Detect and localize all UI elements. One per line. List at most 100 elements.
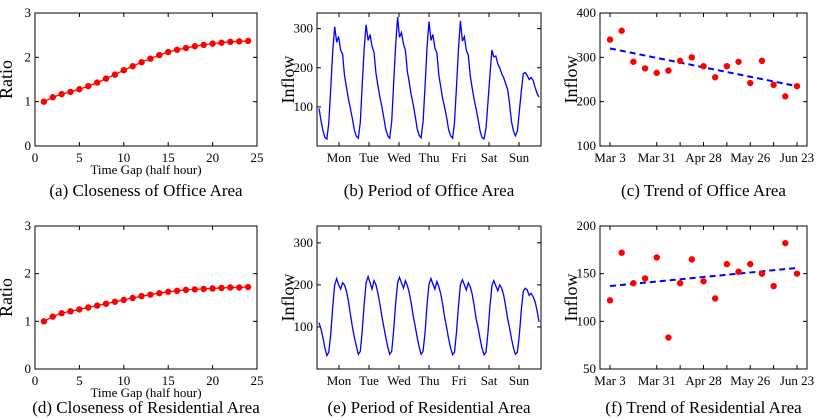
data-point [173,287,181,295]
data-point [653,69,660,77]
x-tick-label: May 26 [730,150,771,165]
plot-frame [599,225,808,370]
data-point [120,66,128,74]
x-axis-label: Time Gap (half hour) [90,385,201,400]
data-point [700,62,707,70]
y-tick-label: 3 [25,5,32,20]
data-point [758,270,766,277]
x-axis-label: Time Gap (half hour) [90,162,201,177]
data-point [147,291,154,298]
x-tick-label: May 26 [730,373,771,388]
data-point [102,300,110,307]
data-point [49,94,56,101]
y-tick-label: 1 [25,94,32,109]
y-tick-label: 100 [294,319,314,334]
data-point [218,39,225,46]
x-tick-label: Sun [509,150,530,165]
data-point [76,306,83,313]
series-line [318,274,540,358]
x-tick-label: Thu [419,150,440,165]
x-tick-label: Sat [481,150,498,165]
x-tick-label: Wed [387,150,411,165]
data-point [93,79,101,86]
data-point [782,239,789,247]
data-point [688,256,696,263]
data-point [40,98,48,105]
y-axis-label: Inflow [561,56,581,104]
y-tick-label: 100 [577,313,597,328]
data-point [85,82,92,90]
data-point [182,286,190,294]
data-point [102,75,110,82]
x-tick-label: 20 [206,373,219,388]
y-tick-label: 200 [577,218,597,233]
series-line [318,16,540,141]
x-tick-label: Jun 23 [780,373,814,388]
data-point [227,38,234,46]
x-tick-label: Jun 23 [780,150,814,165]
x-tick-label: Wed [387,373,411,388]
y-tick-label: 2 [25,266,32,281]
data-point [641,65,649,72]
data-point [191,43,199,50]
data-point [735,58,742,65]
data-point [618,27,625,34]
x-tick-label: Sun [509,373,530,388]
data-point [606,36,614,43]
y-tick-label: 100 [294,99,314,114]
chart-e: 100 200 300 Mon Tue Wed Thu Fri Sat Sun Inflow (e) … [278,225,542,417]
x-tick-label: Mar 31 [638,150,676,165]
y-tick-label: 2 [25,49,32,64]
x-tick-label: 5 [76,373,83,388]
data-point [40,318,48,325]
data-point [244,283,252,291]
data-point [676,280,684,287]
data-point [165,48,172,56]
data-point [111,71,119,78]
data-point [630,58,637,65]
y-axis-label: Inflow [278,56,298,104]
data-point [688,54,696,61]
x-tick-label: Tue [359,150,379,165]
data-point [711,74,719,81]
x-tick-label: 5 [76,150,83,165]
plot-frame [34,225,258,370]
y-tick-label: 3 [25,218,32,233]
x-tick-label: 15 [162,150,175,165]
data-point [93,302,101,309]
data-point [735,268,742,275]
y-tick-label: 200 [577,94,597,109]
trend-line [609,266,798,288]
panel-caption: (b) Period of Office Area [344,181,515,200]
data-point [147,55,154,62]
data-point [120,296,128,304]
y-tick-label: 300 [294,235,314,250]
x-tick-label: Fri [451,373,467,388]
data-point [236,284,243,291]
data-point [67,308,74,315]
data-point [641,275,649,282]
x-tick-label: 0 [32,150,39,165]
series-line [43,286,249,322]
y-tick-label: 400 [577,5,597,20]
x-tick-label: Thu [419,373,440,388]
data-point [173,46,181,53]
data-point [758,57,766,65]
x-tick-label: Mar 31 [638,373,676,388]
x-tick-label: Apr 28 [685,150,721,165]
data-point [85,304,92,311]
data-point [630,280,637,287]
plot-frame [599,12,808,147]
data-point [793,270,801,277]
data-point [618,249,625,256]
data-point [111,298,119,305]
y-tick-label: 300 [577,49,597,64]
y-axis-label: Inflow [278,274,298,322]
x-tick-label: 20 [206,150,219,165]
panel-caption: (d) Closeness of Residential Area [32,398,260,417]
data-point [182,44,190,52]
y-tick-label: 200 [294,60,314,75]
x-tick-label: Tue [359,373,379,388]
chart-c: 100 200 300 400 Mar 3 Mar 31 Apr 28 May 26 Jun 2… [561,5,814,200]
x-tick-label: Mar 3 [594,150,625,165]
